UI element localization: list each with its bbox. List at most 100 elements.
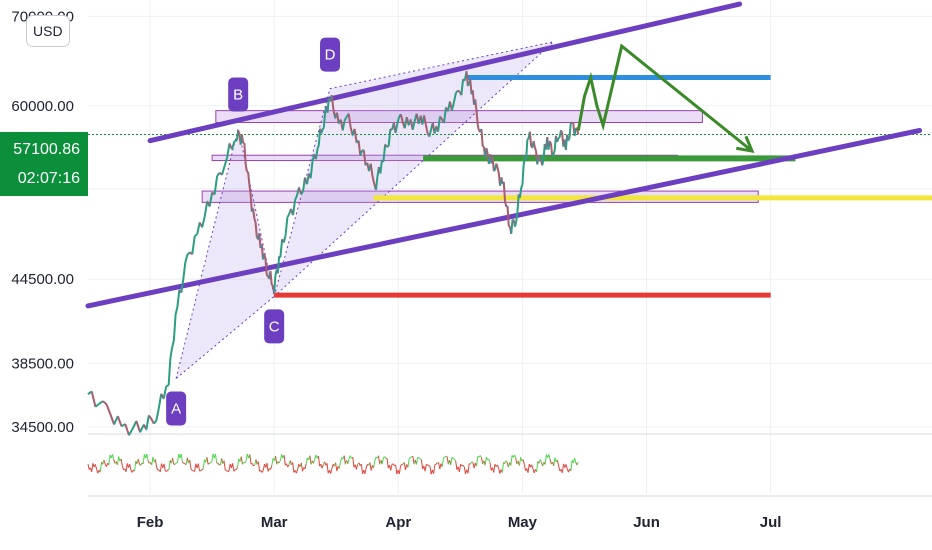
oscillator-segment <box>305 457 308 464</box>
oscillator-segment <box>257 461 261 472</box>
pattern-point-label: D <box>325 47 336 64</box>
grid-lines <box>88 0 932 497</box>
currency-badge[interactable]: USD <box>26 15 70 47</box>
oscillator-segment <box>275 455 278 465</box>
oscillator-pane <box>87 453 579 475</box>
oscillator-segment <box>548 454 551 460</box>
y-tick-label: 44500.00 <box>11 271 74 288</box>
oscillator-segment <box>172 457 175 465</box>
oscillator-segment <box>553 457 556 466</box>
time-axis[interactable]: Feb Mar Apr May Jun Jul <box>137 514 782 531</box>
oscillator-segment <box>197 463 201 472</box>
oscillator-segment <box>510 455 513 466</box>
oscillator-segment <box>228 463 231 472</box>
oscillator-segment <box>365 464 368 468</box>
oscillator-segment <box>105 463 109 467</box>
oscillator-segment <box>190 468 193 471</box>
oscillator-segment <box>253 464 255 467</box>
oscillator-segment <box>283 455 286 466</box>
current-price-value: 57100.86 <box>13 141 80 158</box>
oscillator-segment <box>317 455 321 467</box>
oscillator-segment <box>163 463 166 471</box>
oscillator-segment <box>250 463 253 465</box>
oscillator-segment <box>297 464 300 470</box>
oscillator-segment <box>479 455 482 458</box>
pattern-point-a: A <box>166 391 187 426</box>
oscillator-segment <box>242 462 245 465</box>
price-line <box>87 71 579 437</box>
bar-countdown: 02:07:16 <box>17 170 80 187</box>
oscillator-segment <box>210 461 213 464</box>
oscillator-segment <box>340 457 343 463</box>
oscillator-segment <box>221 458 224 464</box>
pattern-point-b: B <box>228 77 249 112</box>
oscillator-segment <box>527 463 530 473</box>
oscillator-segment <box>515 458 518 465</box>
oscillator-segment <box>443 456 445 459</box>
oscillator-segment <box>561 463 565 473</box>
oscillator-segment <box>390 464 393 471</box>
oscillator-segment <box>214 454 218 463</box>
oscillator-segment <box>181 461 184 464</box>
oscillator-segment <box>531 464 534 469</box>
oscillator-segment <box>249 454 252 465</box>
oscillator-segment <box>364 467 367 474</box>
oscillator-segment <box>377 455 381 465</box>
oscillator-segment <box>262 463 265 471</box>
oscillator-segment <box>233 469 236 472</box>
oscillator-segment <box>451 456 454 459</box>
oscillator-segment <box>392 463 395 466</box>
oscillator-segment <box>191 469 194 472</box>
oscillator-segment <box>398 466 402 474</box>
oscillator-segment <box>381 457 384 465</box>
oscillator-segment <box>418 457 421 460</box>
oscillator-segment <box>206 457 209 465</box>
oscillator-segment <box>520 457 523 462</box>
oscillator-segment <box>156 467 159 471</box>
oscillator-segment <box>118 456 121 462</box>
projection-path <box>576 43 755 154</box>
horizontal-levels <box>88 74 932 298</box>
price-zone <box>215 110 703 123</box>
oscillator-segment <box>313 458 316 464</box>
x-tick-label: Apr <box>385 514 411 531</box>
pattern-markers: A B C D <box>166 37 341 426</box>
oscillator-segment <box>125 463 128 472</box>
oscillator-segment <box>103 460 106 465</box>
oscillator-segment <box>539 459 542 463</box>
oscillator-segment <box>450 457 453 465</box>
oscillator-segment <box>142 454 145 464</box>
oscillator-segment <box>267 468 270 472</box>
oscillator-segment <box>266 462 269 472</box>
oscillator-segment <box>505 460 508 463</box>
oscillator-segment <box>469 461 473 465</box>
oscillator-segment <box>91 463 94 472</box>
oscillator-segment <box>374 457 377 461</box>
pattern-point-c: C <box>264 309 285 344</box>
oscillator-segment <box>462 465 465 468</box>
oscillator-segment <box>419 458 422 461</box>
oscillator-segment <box>412 456 415 465</box>
oscillator-segment <box>226 470 229 473</box>
oscillator-segment <box>300 462 303 472</box>
y-tick-label: 38500.00 <box>11 355 74 372</box>
oscillator-segment <box>166 469 169 472</box>
oscillator-segment <box>134 461 137 472</box>
oscillator-segment <box>518 457 522 466</box>
oscillator-segment <box>427 464 429 467</box>
projection-arrowhead <box>736 135 755 154</box>
oscillator-segment <box>237 458 240 468</box>
oscillator-segment <box>151 456 154 465</box>
pattern-triangle-cd <box>273 40 556 298</box>
price-axis[interactable]: 70000.0060000.0052000.0044500.0038500.00… <box>11 8 74 436</box>
oscillator-segment <box>455 461 458 470</box>
oscillator-segment <box>121 465 125 471</box>
oscillator-segment <box>391 463 394 465</box>
oscillator-segment <box>244 460 247 464</box>
oscillator-segment <box>444 455 447 458</box>
oscillator-segment <box>99 462 102 473</box>
channel-upper-line <box>147 1 743 144</box>
oscillator-segment <box>373 460 376 469</box>
oscillator-segment <box>441 457 444 467</box>
